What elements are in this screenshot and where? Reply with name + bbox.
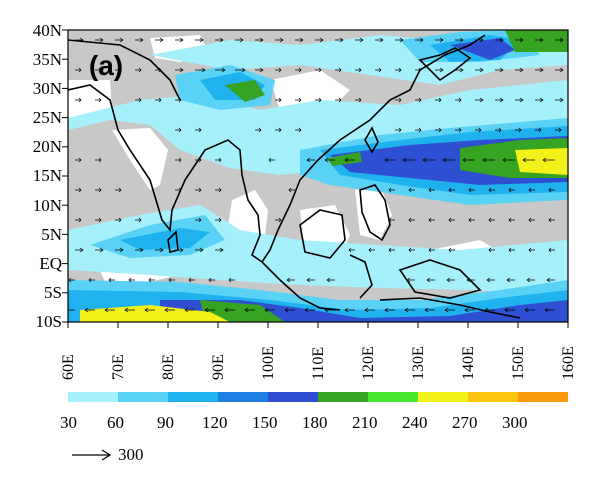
lon-label-160e: 160E bbox=[560, 346, 577, 380]
lat-label-20n: 20N bbox=[32, 137, 62, 156]
colorbar-swatch bbox=[218, 392, 268, 402]
lon-label-80e: 80E bbox=[160, 354, 177, 380]
colorbar-label: 240 bbox=[402, 413, 428, 432]
lon-label-100e: 100E bbox=[260, 346, 277, 380]
band-darkblue-northeast bbox=[450, 38, 515, 60]
lon-label-120e: 120E bbox=[360, 346, 377, 380]
band-green-scs bbox=[328, 152, 362, 166]
lat-label-eq: EQ bbox=[39, 254, 62, 273]
lon-label-90e: 90E bbox=[210, 354, 227, 380]
map-area bbox=[68, 30, 568, 322]
colorbar-swatch bbox=[268, 392, 318, 402]
lat-label-10n: 10N bbox=[32, 196, 62, 215]
lat-label-35n: 35N bbox=[32, 50, 62, 69]
lon-label-70e: 70E bbox=[110, 354, 127, 380]
band-yellow-pacific bbox=[515, 148, 568, 175]
lat-label-25n: 25N bbox=[32, 108, 62, 127]
band-blue-bay bbox=[120, 228, 210, 250]
colorbar-label: 180 bbox=[302, 413, 328, 432]
white-area-southchina bbox=[270, 70, 350, 110]
band-green-tibet bbox=[225, 80, 265, 102]
colorbar-swatch bbox=[518, 392, 568, 402]
lon-label-150e: 150E bbox=[510, 346, 527, 380]
colorbar-swatch bbox=[368, 392, 418, 402]
lat-label-40n: 40N bbox=[32, 21, 62, 40]
colorbar-label: 30 bbox=[60, 413, 77, 432]
lat-label-5s: 5S bbox=[44, 283, 62, 302]
panel-label: (a) bbox=[88, 50, 124, 81]
colorbar-swatch bbox=[468, 392, 518, 402]
colorbar-swatch bbox=[118, 392, 168, 402]
band-yellow-south bbox=[80, 305, 230, 322]
axis-ticks bbox=[62, 29, 569, 328]
band-green-south bbox=[200, 300, 285, 322]
lon-label-130e: 130E bbox=[410, 346, 427, 380]
coastlines bbox=[68, 34, 521, 319]
colorbar-swatch bbox=[168, 392, 218, 402]
colorbar-label: 90 bbox=[157, 413, 174, 432]
colorbar-label: 210 bbox=[352, 413, 378, 432]
lat-label-30n: 30N bbox=[32, 79, 62, 98]
colorbar-label: 60 bbox=[107, 413, 124, 432]
lon-label-60e: 60E bbox=[60, 354, 77, 380]
colorbar-label: 120 bbox=[202, 413, 228, 432]
colorbar-label: 270 bbox=[452, 413, 478, 432]
colorbar-label: 150 bbox=[252, 413, 278, 432]
colorbar-swatch bbox=[318, 392, 368, 402]
lat-label-15n: 15N bbox=[32, 166, 62, 185]
colorbar-swatch bbox=[418, 392, 468, 402]
reference-arrow-icon bbox=[72, 449, 112, 461]
wind-vectors bbox=[68, 37, 564, 313]
lon-label-110e: 110E bbox=[310, 346, 327, 380]
white-area-philippines bbox=[355, 185, 392, 240]
colorbar-swatch bbox=[68, 392, 118, 402]
lat-label-10s: 10S bbox=[35, 312, 62, 331]
lon-label-140e: 140E bbox=[460, 346, 477, 380]
band-green-northeast bbox=[505, 30, 568, 52]
colorbar-label: 300 bbox=[502, 413, 528, 432]
reference-vector-label: 300 bbox=[118, 445, 144, 464]
lat-label-5n: 5N bbox=[41, 225, 62, 244]
white-area-arabia bbox=[68, 80, 112, 118]
